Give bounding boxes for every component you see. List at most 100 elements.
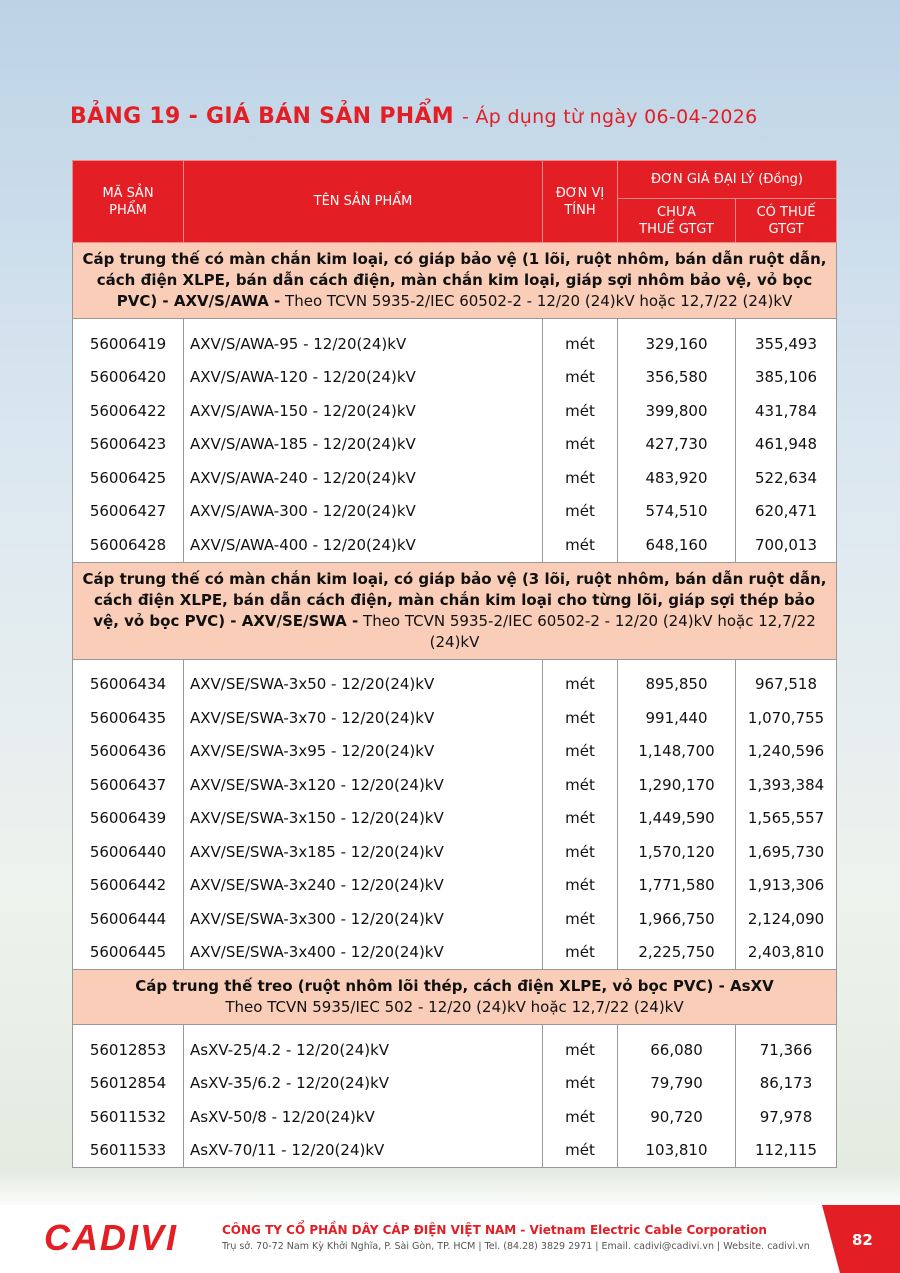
price-inc-vat: 97,978	[734, 1100, 838, 1134]
product-code: 56006440	[72, 835, 184, 869]
price-inc-vat: 1,913,306	[734, 868, 838, 902]
product-row: 56006437 AXV/SE/SWA-3x120 - 12/20(24)kV mé…	[72, 768, 838, 802]
product-code: 56012854	[72, 1066, 184, 1100]
unit: mét	[542, 701, 618, 735]
price-ex-vat: 895,850	[617, 659, 736, 701]
price-ex-vat: 90,720	[617, 1100, 736, 1134]
product-row: 56006442 AXV/SE/SWA-3x240 - 12/20(24)kV mé…	[72, 868, 838, 902]
col-name: TÊN SẢN PHẨM	[183, 160, 543, 243]
unit: mét	[542, 494, 618, 528]
price-ex-vat: 2,225,750	[617, 935, 736, 970]
price-ex-vat: 1,148,700	[617, 734, 736, 768]
product-name: AXV/S/AWA-120 - 12/20(24)kV	[183, 360, 543, 394]
product-row: 56006420 AXV/S/AWA-120 - 12/20(24)kV mét 35…	[72, 360, 838, 394]
unit: mét	[542, 801, 618, 835]
product-code: 56006436	[72, 734, 184, 768]
product-name: AXV/SE/SWA-3x70 - 12/20(24)kV	[183, 701, 543, 735]
price-inc-vat: 112,115	[734, 1133, 838, 1168]
product-row: 56006428 AXV/S/AWA-400 - 12/20(24)kV mét 64…	[72, 528, 838, 563]
price-ex-vat: 991,440	[617, 701, 736, 735]
product-row: 56006436 AXV/SE/SWA-3x95 - 12/20(24)kV mét…	[72, 734, 838, 768]
price-table: MÃ SẢN PHẨM TÊN SẢN PHẨM ĐƠN VỊ TÍNH ĐƠN…	[71, 160, 838, 1168]
price-ex-vat: 1,966,750	[617, 902, 736, 936]
company-address: Trụ sở. 70-72 Nam Kỳ Khởi Nghĩa, P. Sài …	[222, 1241, 810, 1252]
unit: mét	[542, 360, 618, 394]
product-row: 56011532 AsXV-50/8 - 12/20(24)kV mét 90,720…	[72, 1100, 838, 1134]
product-row: 56006440 AXV/SE/SWA-3x185 - 12/20(24)kV mé…	[72, 835, 838, 869]
price-inc-vat: 86,173	[734, 1066, 838, 1100]
product-row: 56006425 AXV/S/AWA-240 - 12/20(24)kV mét 48…	[72, 461, 838, 495]
unit: mét	[542, 768, 618, 802]
price-ex-vat: 1,290,170	[617, 768, 736, 802]
product-code: 56006434	[72, 659, 184, 701]
product-code: 56006419	[72, 318, 184, 361]
section-header: Cáp trung thế có màn chắn kim loại, có g…	[71, 242, 838, 319]
product-name: AXV/SE/SWA-3x95 - 12/20(24)kV	[183, 734, 543, 768]
product-name: AXV/S/AWA-150 - 12/20(24)kV	[183, 394, 543, 428]
price-ex-vat: 66,080	[617, 1024, 736, 1067]
product-row: 56012853 AsXV-25/4.2 - 12/20(24)kV mét 66,0…	[72, 1024, 838, 1067]
unit: mét	[542, 1133, 618, 1168]
product-name: AsXV-50/8 - 12/20(24)kV	[183, 1100, 543, 1134]
product-row: 56006435 AXV/SE/SWA-3x70 - 12/20(24)kV mét…	[72, 701, 838, 735]
product-name: AXV/S/AWA-185 - 12/20(24)kV	[183, 427, 543, 461]
unit: mét	[542, 528, 618, 563]
unit: mét	[542, 394, 618, 428]
product-row: 56011533 AsXV-70/11 - 12/20(24)kV mét 103,8…	[72, 1133, 838, 1168]
unit: mét	[542, 902, 618, 936]
price-ex-vat: 1,449,590	[617, 801, 736, 835]
product-name: AXV/S/AWA-240 - 12/20(24)kV	[183, 461, 543, 495]
col-unit: ĐƠN VỊ TÍNH	[542, 160, 618, 243]
product-code: 56006437	[72, 768, 184, 802]
product-row: 56006422 AXV/S/AWA-150 - 12/20(24)kV mét 39…	[72, 394, 838, 428]
section-row: Cáp trung thế có màn chắn kim loại, có g…	[71, 242, 838, 319]
product-name: AXV/S/AWA-400 - 12/20(24)kV	[183, 528, 543, 563]
title-main: BẢNG 19 - GIÁ BÁN SẢN PHẨM	[70, 104, 454, 129]
product-code: 56006445	[72, 935, 184, 970]
price-ex-vat: 483,920	[617, 461, 736, 495]
product-row: 56006419 AXV/S/AWA-95 - 12/20(24)kV mét 329…	[72, 318, 838, 361]
product-row: 56006423 AXV/S/AWA-185 - 12/20(24)kV mét 42…	[72, 427, 838, 461]
price-inc-vat: 1,393,384	[734, 768, 838, 802]
product-code: 56006427	[72, 494, 184, 528]
unit: mét	[542, 835, 618, 869]
price-inc-vat: 967,518	[734, 659, 838, 701]
price-inc-vat: 1,565,557	[734, 801, 838, 835]
product-code: 56012853	[72, 1024, 184, 1067]
price-inc-vat: 1,240,596	[734, 734, 838, 768]
unit: mét	[542, 427, 618, 461]
product-row: 56006434 AXV/SE/SWA-3x50 - 12/20(24)kV mét…	[72, 659, 838, 701]
product-name: AXV/SE/SWA-3x120 - 12/20(24)kV	[183, 768, 543, 802]
unit: mét	[542, 935, 618, 970]
product-code: 56006442	[72, 868, 184, 902]
product-name: AXV/SE/SWA-3x240 - 12/20(24)kV	[183, 868, 543, 902]
price-ex-vat: 574,510	[617, 494, 736, 528]
product-name: AXV/SE/SWA-3x150 - 12/20(24)kV	[183, 801, 543, 835]
section-title: Cáp trung thế có màn chắn kim loại, có g…	[82, 569, 827, 630]
col-ex-vat: CHƯA THUẾ GTGT	[617, 198, 736, 243]
unit: mét	[542, 734, 618, 768]
col-inc-vat: CÓ THUẾ GTGT	[734, 198, 838, 243]
unit: mét	[542, 1024, 618, 1067]
price-inc-vat: 355,493	[734, 318, 838, 361]
price-inc-vat: 2,124,090	[734, 902, 838, 936]
price-inc-vat: 1,695,730	[734, 835, 838, 869]
page-badge	[822, 1205, 900, 1273]
title-date: - Áp dụng từ ngày 06-04-2026	[461, 106, 758, 128]
header-row: CHƯA THUẾ GTGT CÓ THUẾ GTGT	[73, 198, 838, 243]
product-code: 56011533	[72, 1133, 184, 1168]
product-code: 56006420	[72, 360, 184, 394]
table-body: Cáp trung thế có màn chắn kim loại, có g…	[71, 242, 838, 1168]
unit: mét	[542, 1100, 618, 1134]
price-inc-vat: 620,471	[734, 494, 838, 528]
col-code: MÃ SẢN PHẨM	[72, 160, 184, 243]
section-row: Cáp trung thế treo (ruột nhôm lõi thép, …	[71, 969, 838, 1025]
unit: mét	[542, 461, 618, 495]
section-header: Cáp trung thế có màn chắn kim loại, có g…	[71, 561, 838, 660]
price-inc-vat: 431,784	[734, 394, 838, 428]
price-ex-vat: 427,730	[617, 427, 736, 461]
section-title: Cáp trung thế treo (ruột nhôm lõi thép, …	[135, 977, 774, 995]
product-name: AXV/SE/SWA-3x300 - 12/20(24)kV	[183, 902, 543, 936]
section-standard: Theo TCVN 5935/IEC 502 - 12/20 (24)kV ho…	[225, 998, 684, 1016]
